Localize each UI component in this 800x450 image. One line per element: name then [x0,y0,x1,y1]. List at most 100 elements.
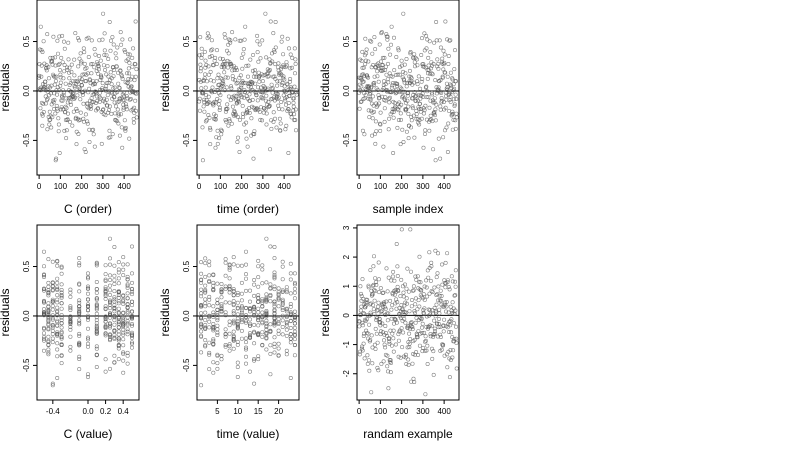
data-point [418,280,423,285]
data-point [203,85,208,90]
data-point [75,108,80,113]
data-point [90,128,95,133]
data-point [67,70,72,75]
data-point [72,57,77,62]
data-point [125,315,130,320]
data-point [293,107,298,112]
data-point [379,31,384,36]
data-point [445,88,450,93]
data-point [450,300,455,305]
x-tick-label: 20 [274,407,283,416]
data-point [252,277,257,282]
data-point [433,331,438,336]
data-point [375,365,380,370]
data-point [104,97,109,102]
data-point [391,109,396,114]
data-point [288,52,293,57]
data-point [237,38,242,43]
data-point [244,120,249,125]
data-point [244,361,249,366]
data-point [108,48,113,53]
data-point [46,318,51,323]
data-point [415,63,420,68]
data-point [389,24,394,29]
data-point [217,98,222,103]
data-point [125,311,130,316]
data-point [370,94,375,99]
data-point [264,296,269,301]
data-point [278,121,283,126]
data-point [90,61,95,66]
data-point [244,136,249,141]
data-point [222,88,227,93]
data-point [368,268,373,273]
data-point [103,296,108,301]
data-point [260,79,265,84]
data-point [439,98,444,103]
data-point [370,51,375,56]
y-tick-label: 0.0 [182,310,191,322]
data-point [280,332,285,337]
data-point [448,323,453,328]
data-point [412,309,417,314]
data-point [437,38,442,43]
data-point [260,310,265,315]
data-point [73,95,78,100]
data-point [266,104,271,109]
data-point [373,346,378,351]
data-point [68,315,73,320]
data-point [68,306,73,311]
data-point [403,355,408,360]
data-point [436,298,441,303]
data-point [284,288,289,293]
data-point [403,71,408,76]
data-point [406,357,411,362]
data-point [448,99,453,104]
data-point [210,85,215,90]
data-point [212,58,217,63]
data-point [112,335,117,340]
data-point [404,56,409,61]
data-point [114,64,119,69]
data-point [407,331,412,336]
data-point [116,267,121,272]
data-point [359,304,364,309]
data-point [213,113,218,118]
data-point [121,323,126,328]
data-point [215,128,220,133]
data-point [219,65,224,70]
data-point [52,74,57,79]
data-point [127,60,132,65]
data-point [268,244,273,249]
data-point [366,285,371,290]
data-point [231,289,236,294]
x-axis-label: randam example [363,427,453,441]
data-point [56,122,61,127]
plot-frame [36,0,140,176]
data-point [41,299,46,304]
data-point [244,306,249,311]
data-point [86,337,91,342]
data-point [244,315,249,320]
data-point [133,74,138,79]
data-point [260,321,265,326]
data-point [392,278,397,283]
data-point [226,51,231,56]
data-point [220,77,225,82]
data-point [431,61,436,66]
data-point [395,300,400,305]
data-point [50,331,55,336]
data-point [260,304,265,309]
data-point [257,109,262,114]
data-point [253,68,258,73]
data-point [276,292,281,297]
data-point [231,262,236,267]
data-point [59,353,64,358]
x-tick-label: 400 [117,182,131,191]
data-point [443,94,448,99]
data-point [398,142,403,147]
data-point [269,82,274,87]
data-point [50,259,55,264]
data-point [219,84,224,89]
data-point [233,37,238,42]
